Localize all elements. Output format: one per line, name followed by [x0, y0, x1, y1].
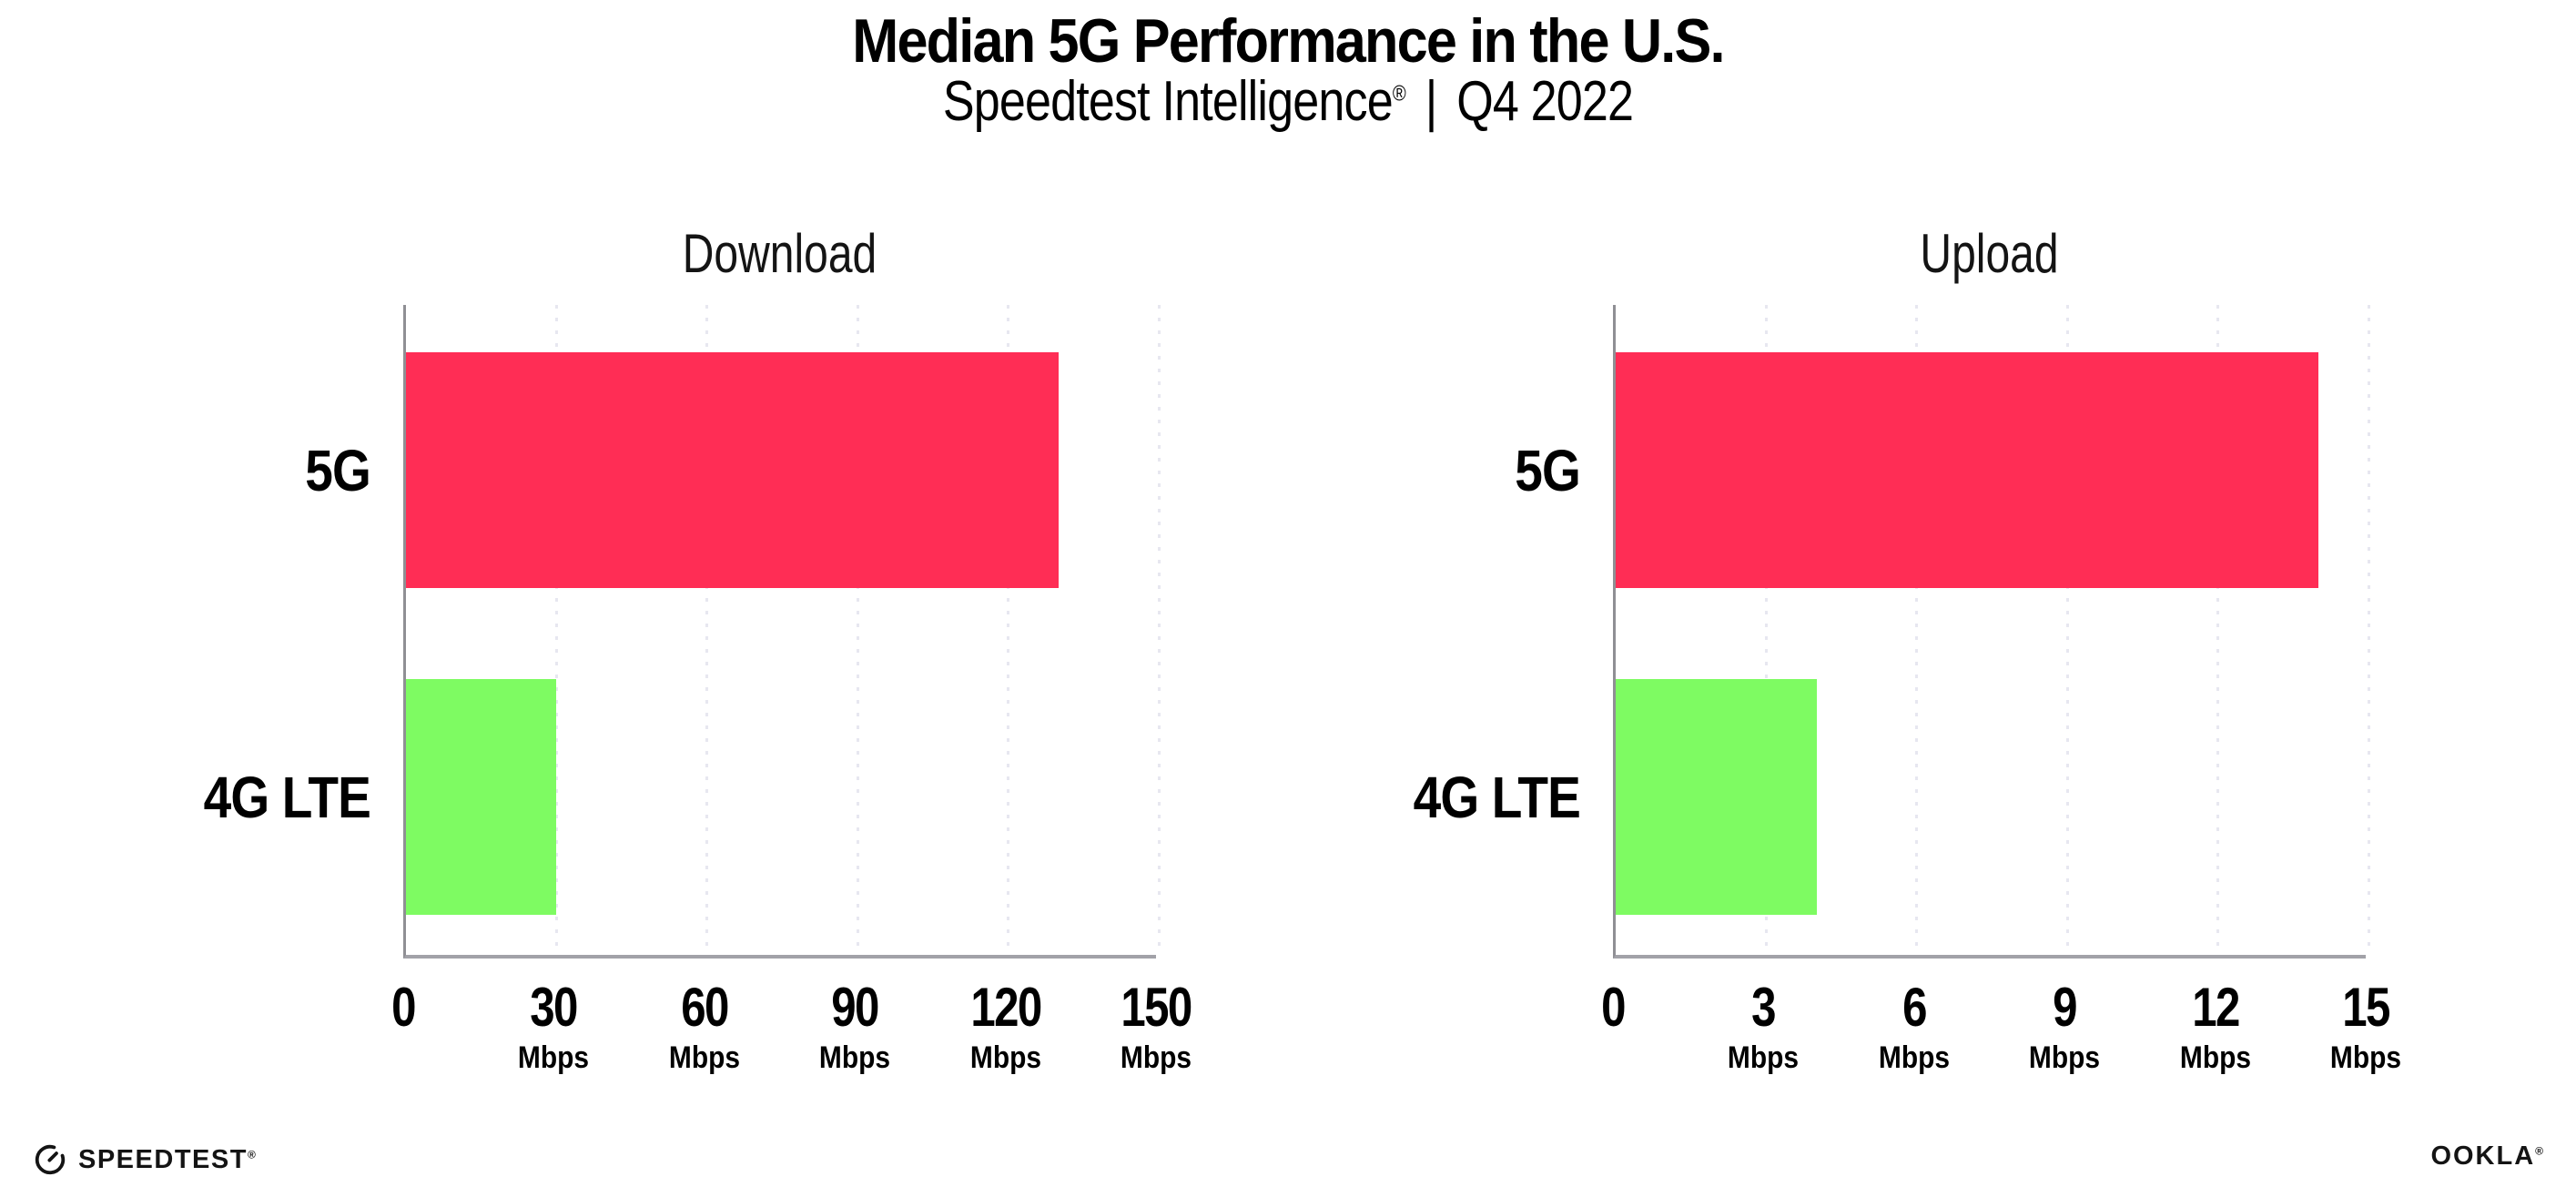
- category-label-5g: 5G: [1515, 437, 1581, 503]
- gridline-120: [1007, 305, 1010, 955]
- ookla-logo-text: OOKLA: [2430, 1141, 2536, 1171]
- x-tick-unit: Mbps: [969, 1040, 1041, 1075]
- chart-title: Upload: [1920, 223, 2059, 284]
- x-tick-value: 0: [1601, 977, 1626, 1038]
- ookla-logo: OOKLA®: [2430, 1141, 2545, 1172]
- category-label-5g: 5G: [305, 437, 371, 503]
- speedtest-gauge-icon: [35, 1144, 66, 1175]
- page-subtitle: Speedtest Intelligence® | Q4 2022: [206, 69, 2369, 134]
- x-tick-unit: Mbps: [1878, 1040, 1950, 1075]
- bar-5g-upload: [1616, 352, 2318, 588]
- gridline-60: [705, 305, 709, 955]
- x-tick-0: 0: [1513, 979, 1713, 1036]
- x-tick-value: 3: [1751, 977, 1777, 1038]
- chart-download: Download 5G 4G LTE 0 30 Mbps 60 Mbps 90 Mbps 120 Mb…: [204, 0, 1193, 1197]
- page-title: Median 5G Performance in the U.S.: [852, 6, 1725, 76]
- x-tick-0: 0: [303, 979, 503, 1036]
- x-tick-90: 90 Mbps: [755, 977, 955, 1075]
- subtitle-period: Q4 2022: [1456, 70, 1634, 133]
- x-tick-value: 60: [681, 977, 729, 1038]
- x-tick-value: 15: [2342, 977, 2390, 1038]
- gridline-90: [856, 305, 859, 955]
- registered-mark: ®: [1392, 81, 1406, 107]
- x-tick-150: 150 Mbps: [1056, 977, 1256, 1075]
- speedtest-logo: SPEEDTEST®: [33, 1142, 257, 1177]
- x-tick-60: 60 Mbps: [604, 977, 805, 1075]
- ookla-registered-mark: ®: [2535, 1144, 2545, 1158]
- x-tick-value: 120: [970, 977, 1042, 1038]
- x-tick-30: 30 Mbps: [453, 977, 654, 1075]
- x-tick-value: 12: [2191, 977, 2240, 1038]
- x-tick-15: 15 Mbps: [2266, 977, 2466, 1075]
- plot-area-upload: [1613, 305, 2370, 959]
- bar-4g-lte-download: [406, 679, 557, 915]
- gridline-150: [1157, 305, 1161, 955]
- x-tick-value: 6: [1902, 977, 1927, 1038]
- x-tick-unit: Mbps: [2179, 1040, 2251, 1075]
- subtitle-separator: |: [1425, 70, 1438, 133]
- x-tick-value: 9: [2053, 977, 2077, 1038]
- gridline-9: [2065, 305, 2069, 955]
- x-tick-value: 0: [391, 977, 416, 1038]
- subtitle-brand: Speedtest Intelligence: [942, 70, 1394, 133]
- gridline-3: [1764, 305, 1768, 955]
- gridline-12: [2216, 305, 2220, 955]
- gridline-6: [1915, 305, 1919, 955]
- plot-area-download: [403, 305, 1161, 959]
- chart-upload: Upload 5G 4G LTE 0 3 Mbps 6 Mbps 9 Mbps 12 Mbps 15 Mb…: [1414, 0, 2401, 1197]
- category-label-4g-lte: 4G LTE: [1413, 764, 1581, 830]
- x-tick-value: 90: [831, 977, 879, 1038]
- category-label-4g-lte: 4G LTE: [203, 764, 371, 830]
- speedtest-registered-mark: ®: [247, 1147, 258, 1161]
- bar-4g-lte-upload: [1616, 679, 1817, 915]
- x-tick-unit: Mbps: [819, 1040, 891, 1075]
- x-tick-9: 9 Mbps: [1964, 977, 2165, 1075]
- bar-5g-download: [406, 352, 1059, 588]
- x-tick-12: 12 Mbps: [2115, 977, 2316, 1075]
- chart-title: Download: [682, 223, 877, 284]
- x-tick-value: 150: [1121, 977, 1192, 1038]
- x-tick-unit: Mbps: [1728, 1040, 1800, 1075]
- x-tick-3: 3 Mbps: [1663, 977, 1863, 1075]
- x-tick-unit: Mbps: [518, 1040, 590, 1075]
- x-tick-6: 6 Mbps: [1814, 977, 2014, 1075]
- x-tick-unit: Mbps: [1120, 1040, 1192, 1075]
- x-tick-value: 30: [530, 977, 579, 1038]
- x-tick-120: 120 Mbps: [906, 977, 1106, 1075]
- x-tick-unit: Mbps: [2329, 1040, 2402, 1075]
- gridline-15: [2367, 305, 2370, 955]
- x-tick-unit: Mbps: [668, 1040, 740, 1075]
- speedtest-logo-text: SPEEDTEST®: [78, 1144, 258, 1174]
- gridline-30: [554, 305, 558, 955]
- x-tick-unit: Mbps: [2029, 1040, 2101, 1075]
